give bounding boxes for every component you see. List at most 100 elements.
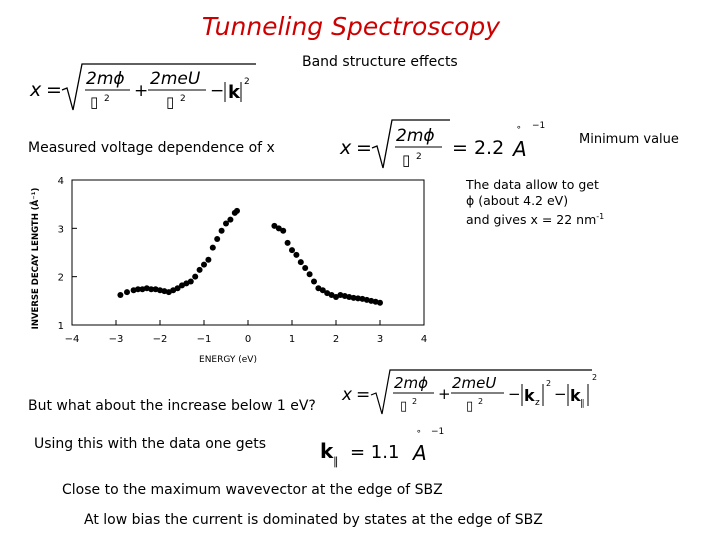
data-point [355,295,361,302]
svg-text:2: 2 [104,94,110,104]
svg-text:2mϕ: 2mϕ [396,126,435,146]
svg-text:k: k [524,386,535,405]
using-label: Using this with the data one gets [34,436,266,452]
band-structure-label: Band structure effects [302,54,458,70]
data-point [148,286,155,293]
x-tick-label: −4 [65,334,80,345]
svg-text:2meU: 2meU [452,374,496,392]
data-point [135,286,141,293]
eq4-rhs: = 1.1 [350,442,399,463]
eq1-k: k [228,82,241,103]
data-point [280,227,287,234]
y-tick-label: 3 [58,224,64,235]
svg-text:▯: ▯ [402,151,410,169]
data-point [187,278,194,285]
x-tick-label: 4 [421,334,427,345]
measured-label: Measured voltage dependence of x [28,140,275,156]
data-point [311,278,317,285]
data-point [192,273,199,280]
question-label: But what about the increase below 1 eV? [28,398,316,414]
data-point [275,225,282,232]
svg-text:▯: ▯ [166,93,174,111]
data-point [117,292,124,299]
data-point [350,294,357,301]
data-point [209,244,216,251]
svg-text:∘: ∘ [516,123,522,133]
eq2-rhs: = 2.2 [452,137,504,159]
svg-text:k: k [570,386,581,405]
svg-text:z: z [535,398,540,408]
data-point [234,207,240,214]
data-point [289,247,295,254]
svg-text:▯: ▯ [400,399,407,414]
x-axis-ticks: −4 −3 −2 −1 0 1 2 3 4 [65,320,427,345]
data-point [293,251,300,258]
data-point [124,289,130,296]
data-point [306,271,313,278]
svg-text:−1: −1 [532,121,545,131]
equation-with-parallel-k: x = 2mϕ ▯ 2 + 2meU ▯ 2 − k z 2 − k ∥ 2 [341,369,597,415]
svg-text:2: 2 [412,397,417,406]
eq2-unit: A [511,137,527,161]
data-point [201,261,207,268]
svg-text:2: 2 [478,397,483,406]
y-axis-ticks: 4 3 2 1 [58,176,77,332]
equation-decay-constant: x = 2mϕ ▯ 2 + 2meU ▯ 2 − k 2 [29,63,256,111]
svg-text:2: 2 [416,152,422,162]
y-axis-label: INVERSE DECAY LENGTH (Å⁻¹) [30,188,41,330]
svg-text:2: 2 [180,94,186,104]
svg-text:▯: ▯ [466,399,473,414]
eq1-term2: 2meU [150,69,201,89]
eq1-denom: ▯ [90,93,98,111]
svg-text:A: A [411,441,427,465]
data-point [319,287,326,294]
equation-k-parallel: k ∥ = 1.1 ∘ A −1 [320,427,444,468]
svg-text:2mϕ: 2mϕ [394,374,428,392]
svg-text:2: 2 [244,77,250,87]
data-point [271,222,278,229]
data-points [117,207,383,306]
svg-text:2: 2 [546,379,551,388]
svg-text:x: x [339,137,352,159]
x-tick-label: 1 [289,334,295,345]
x-tick-label: 2 [333,334,339,345]
data-point [196,266,203,273]
svg-text:∥: ∥ [333,455,339,468]
data-point [205,256,212,263]
svg-text:2: 2 [592,373,597,382]
svg-text:x: x [341,385,353,405]
x-tick-label: 0 [245,334,251,345]
svg-text:=: = [46,79,62,101]
minimum-value-label: Minimum value [579,132,679,147]
svg-text:+: + [438,385,451,403]
data-point [377,299,383,306]
data-point [218,227,225,234]
svg-text:=: = [356,137,372,159]
svg-text:∥: ∥ [580,399,585,409]
x-tick-label: 3 [377,334,383,345]
eq1-lhs: x [29,79,42,101]
data-point [284,239,291,246]
data-point [223,220,229,227]
svg-text:∘: ∘ [416,427,422,437]
svg-text:k: k [320,439,334,463]
low-bias-label: At low bias the current is dominated by … [84,512,543,528]
close-label: Close to the maximum wavevector at the e… [62,482,443,498]
data-note-line3: and gives x = 22 nm-1 [466,212,605,228]
eq1-term1: 2mϕ [86,69,125,89]
svg-text:−: − [508,385,521,403]
data-point [214,235,221,242]
data-note-line1: The data allow to get [466,177,599,192]
svg-text:+: + [134,81,148,101]
page-title: Tunneling Spectroscopy [201,12,501,41]
x-tick-label: −1 [197,334,212,345]
data-note-line2: ϕ (about 4.2 eV) [466,193,569,208]
svg-text:−: − [554,385,567,403]
decay-length-chart: 4 3 2 1 −4 −3 −2 −1 0 1 2 3 4 INVERSE DECAY LENGTH … [30,176,427,365]
equation-minimum-value: x = 2mϕ ▯ 2 = 2.2 ∘ A −1 [339,119,545,169]
x-tick-label: −3 [109,334,124,345]
data-point [302,264,309,271]
y-tick-label: 2 [58,273,64,284]
data-point [297,259,304,266]
data-note: The data allow to get ϕ (about 4.2 eV) a… [466,177,604,228]
